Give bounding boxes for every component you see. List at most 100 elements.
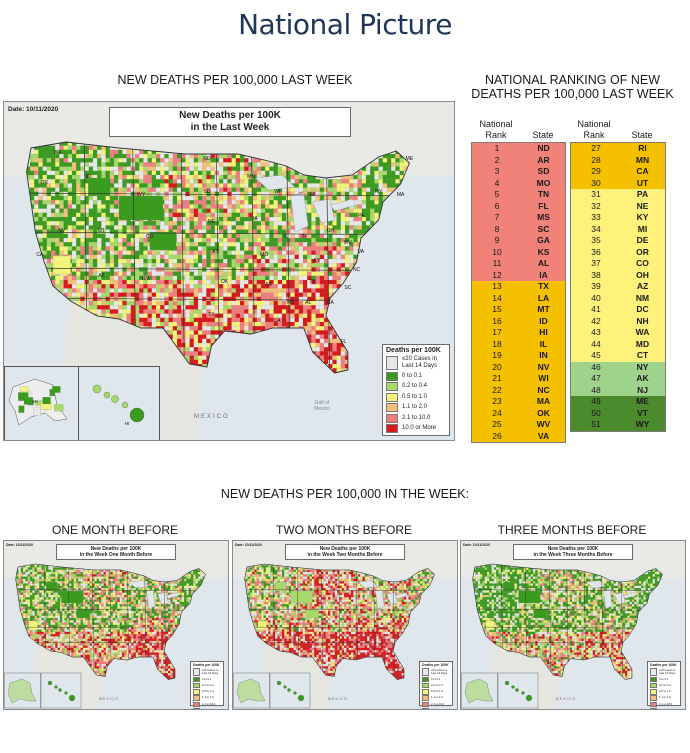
rank-number: 18	[492, 338, 502, 349]
history-map-title: New Deaths per 100K in the Week One Month…	[56, 544, 176, 560]
legend-swatch	[386, 403, 398, 412]
ranking-row: 19 IN	[472, 350, 565, 362]
rank-state: SC	[537, 223, 550, 234]
legend-label: 0.5 to 1.0	[659, 689, 671, 694]
ranking-row: 28 MN	[571, 154, 665, 166]
legend-label: 0.2 to 0.4	[431, 682, 443, 687]
rank-number: 42	[591, 315, 601, 326]
legend-swatch	[193, 695, 200, 701]
rank-number: 51	[591, 419, 601, 429]
rank-number: 33	[591, 212, 601, 222]
rank-state: MO	[536, 177, 551, 188]
legend-title: Deaths per 100K	[193, 663, 220, 667]
alaska-inset-canvas: AK	[8, 378, 68, 426]
rank-number: 47	[591, 373, 601, 383]
rank-state: WA	[635, 327, 650, 337]
rank-number: 6	[494, 200, 500, 211]
main-map-section-label: NEW DEATHS PER 100,000 LAST WEEK	[117, 73, 353, 87]
state-label: TN	[309, 279, 316, 285]
rank-state: NH	[636, 315, 649, 326]
legend-label: 2.1 to 10.0	[659, 701, 673, 706]
legend-label: 10.0 or More	[431, 707, 447, 710]
legend-swatch	[422, 676, 429, 683]
rank-state: TN	[537, 189, 550, 199]
rank-state: NM	[635, 292, 650, 303]
map-title-box: New Deaths per 100K in the Last Week	[109, 107, 351, 137]
legend-item: 0 to 0.1	[422, 676, 450, 683]
state-label: NY	[375, 189, 383, 195]
ranking-row: 44 MD	[571, 338, 665, 350]
rank-number: 31	[591, 189, 601, 199]
history-label-1: ONE MONTH BEFORE	[51, 523, 178, 537]
state-label: NM	[142, 276, 150, 282]
legend-title: Deaths per 100K	[386, 347, 441, 354]
history-map-two-months: New Deaths per 100K in the Week Two Month…	[232, 540, 458, 710]
mexico-label: MEXICO	[556, 697, 576, 701]
rank-state: KY	[636, 212, 649, 222]
rank-state: AL	[537, 258, 550, 268]
legend-item: ≤20 Cases in Last 14 Days	[193, 668, 221, 676]
rank-number: 3	[494, 166, 500, 176]
ranking-row: 26 VA	[472, 430, 565, 442]
legend-swatch	[386, 413, 398, 423]
state-label: IN	[301, 234, 306, 240]
legend-item: 2.1 to 10.0	[422, 701, 450, 707]
state-label: OK	[221, 279, 229, 285]
ranking-row: 5 TN	[472, 189, 565, 201]
legend-item: 0.5 to 1.0	[386, 392, 446, 402]
legend-item: 0.2 to 0.4	[386, 382, 446, 391]
legend-swatch	[422, 695, 429, 701]
legend-item: 0.5 to 1.0	[650, 689, 678, 695]
state-label: LA	[274, 318, 281, 324]
ranking-row: 8 SC	[472, 223, 565, 235]
ranking-row: 22 NC	[472, 384, 565, 396]
rank-number: 29	[591, 166, 601, 176]
ranking-row: 10 KS	[472, 246, 565, 258]
legend-item: 1.1 to 2.0	[650, 695, 678, 701]
legend-label: ≤20 Cases in Last 14 Days	[202, 667, 219, 675]
state-label: TX	[208, 312, 215, 318]
state-label: WI	[274, 189, 280, 195]
history-map-date-label: Date: 10/11/2020	[463, 543, 491, 547]
rank-state: NE	[636, 200, 649, 211]
legend-label: 0 to 0.1	[402, 372, 423, 379]
rank-number: 43	[591, 327, 601, 337]
history-map-title-line2: in the Week Two Months Before	[307, 551, 383, 558]
ranking-row: 4 MO	[472, 177, 565, 189]
rank-number: 8	[494, 223, 500, 234]
legend-swatch	[650, 668, 657, 676]
state-label: NC	[353, 267, 361, 273]
rank-number: 2	[494, 154, 500, 165]
rank-state: TX	[538, 281, 549, 291]
legend-item: 0.2 to 0.4	[193, 682, 221, 689]
hawaii-inset-canvas: HI	[92, 384, 145, 426]
legend-item: 10.0 or More	[386, 424, 446, 433]
ranking-row: 18 IL	[472, 338, 565, 350]
legend-title: Deaths per 100K	[650, 663, 677, 667]
state-label: OH	[326, 228, 334, 234]
state-label: WV	[344, 240, 353, 246]
history-map-three-months: New Deaths per 100K in the Week Three Mon…	[460, 540, 686, 710]
rank-number: 27	[591, 143, 601, 153]
state-label: ID	[86, 174, 91, 180]
rank-header-line2: Rank	[583, 130, 605, 140]
map-title-line2: in the Last Week	[190, 122, 270, 133]
legend-label: 0 to 0.1	[659, 676, 669, 681]
legend-label: 0.5 to 1.0	[202, 689, 214, 694]
ranking-row: 13 TX	[472, 281, 565, 293]
history-map-date-label: Date: 10/11/2020	[235, 543, 263, 547]
legend-swatch	[650, 695, 657, 701]
hawaii-inset: HI	[78, 366, 160, 440]
rank-state: AZ	[636, 281, 649, 291]
legend-swatch	[193, 689, 200, 695]
rank-number: 36	[591, 246, 601, 257]
ranking-row: 40 NM	[571, 292, 665, 304]
ranking-title-line2: DEATHS PER 100,000 LAST WEEK	[471, 87, 674, 101]
rank-state: NY	[636, 361, 649, 372]
state-label: KS	[212, 249, 219, 255]
legend-label: 0.2 to 0.4	[202, 682, 214, 687]
rank-state: SD	[537, 166, 550, 176]
rank-number: 30	[591, 177, 601, 188]
history-map-date-label: Date: 10/11/2020	[6, 543, 34, 547]
rank-state: RI	[638, 143, 647, 153]
